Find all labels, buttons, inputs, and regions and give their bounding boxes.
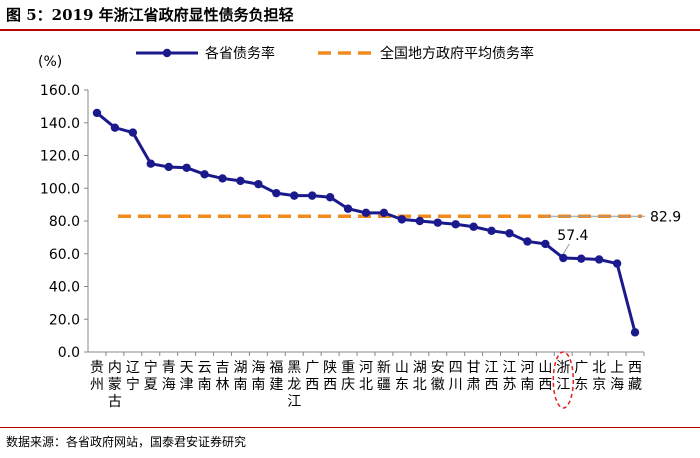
- x-category-label: 山西: [538, 360, 552, 393]
- x-category-label: 广西: [305, 360, 319, 393]
- x-category-label: 浙江: [556, 360, 570, 393]
- x-category-label: 江西: [485, 360, 499, 393]
- y-tick-label: 60.0: [49, 247, 80, 263]
- data-point-11: [290, 191, 299, 200]
- x-category-label: 云南: [198, 360, 212, 393]
- data-point-10: [272, 188, 281, 198]
- y-tick-label: 120.0: [40, 149, 80, 165]
- average-value-label: 82.9: [650, 209, 681, 225]
- data-point-25: [541, 239, 550, 249]
- data-point-2: [128, 128, 138, 137]
- x-category-label: 湖南: [233, 360, 247, 393]
- title-divider: [0, 29, 700, 31]
- legend-label-average: 全国地方政府平均债务率: [380, 45, 534, 62]
- data-point-26: [559, 253, 568, 263]
- x-category-label: 四川: [449, 360, 463, 393]
- x-category-label: 陕西: [323, 360, 337, 393]
- x-category-label: 海南: [251, 360, 265, 393]
- x-category-label: 吉林: [216, 360, 230, 393]
- data-point-3: [146, 159, 155, 168]
- data-point-24: [523, 237, 532, 246]
- y-tick-label: 40.0: [49, 280, 80, 296]
- data-point-30: [630, 328, 640, 337]
- data-point-18: [415, 216, 425, 226]
- data-point-15: [361, 208, 371, 218]
- data-point-14: [343, 204, 353, 213]
- x-category-label: 江苏: [502, 360, 516, 393]
- x-category-label: 安徽: [431, 360, 445, 393]
- zhejiang-value-label: 57.4: [557, 228, 588, 244]
- chart-legend: 各省债务率 全国地方政府平均债务率: [136, 45, 534, 62]
- source-divider: [0, 427, 700, 428]
- x-category-label: 山东: [395, 360, 409, 393]
- data-point-8: [236, 176, 245, 186]
- data-point-21: [469, 222, 478, 231]
- data-point-9: [254, 179, 263, 189]
- data-point-27: [577, 254, 586, 263]
- data-point-23: [505, 229, 514, 238]
- x-category-label: 河南: [520, 360, 534, 393]
- x-category-label: 新疆: [377, 360, 391, 393]
- x-category-label: 天津: [180, 360, 194, 393]
- legend-label-provincial: 各省债务率: [205, 45, 275, 62]
- data-point-4: [164, 162, 173, 172]
- x-category-label: 北京: [592, 360, 606, 393]
- x-category-label: 黑龙江: [287, 360, 301, 410]
- x-category-label: 宁夏: [144, 359, 158, 393]
- x-category-label: 福建: [269, 360, 283, 393]
- chart-axes: 0.0 20.0 40.0 60.0 80.0 100.0 120.0 140.0 160.0 (…: [38, 54, 645, 410]
- x-category-label: 甘肃: [467, 360, 481, 393]
- source-note: 数据来源：各省政府网站，国泰君安证券研究: [6, 435, 247, 449]
- x-category-label: 重庆: [341, 360, 355, 393]
- plot-area: [92, 108, 642, 337]
- figure-title: 图 5：2019 年浙江省政府显性债务负担轻: [6, 6, 294, 24]
- x-category-label: 西藏: [628, 360, 642, 393]
- x-category-label: 广东: [574, 360, 588, 393]
- legend-marker-provincial: [162, 48, 172, 58]
- x-category-label: 湖北: [413, 360, 427, 393]
- data-point-5: [182, 163, 191, 172]
- data-point-20: [451, 220, 460, 229]
- x-category-label: 内蒙古: [108, 360, 122, 410]
- y-tick-label: 140.0: [40, 116, 80, 132]
- data-point-12: [307, 191, 317, 200]
- x-category-label: 贵州: [90, 360, 104, 393]
- data-point-16: [379, 208, 389, 218]
- debt-ratio-chart: 0.0 20.0 40.0 60.0 80.0 100.0 120.0 140.0 160.0 (…: [38, 45, 681, 410]
- data-point-28: [594, 255, 604, 264]
- zhejiang-callout-leader: [562, 243, 570, 255]
- y-tick-label: 20.0: [49, 312, 80, 328]
- zhejiang-highlight-ellipse: [552, 351, 575, 409]
- y-tick-label: 100.0: [40, 181, 80, 197]
- y-tick-label: 160.0: [40, 83, 80, 99]
- data-point-29: [612, 259, 622, 268]
- chart-annotations: 82.9 57.4: [545, 209, 681, 409]
- data-point-1: [110, 123, 120, 132]
- x-category-label: 河北: [359, 360, 373, 393]
- data-point-22: [487, 226, 496, 236]
- y-axis-unit-label: (%): [38, 54, 62, 70]
- x-category-label: 青海: [162, 360, 176, 393]
- y-tick-label: 80.0: [49, 214, 80, 230]
- y-tick-label: 0.0: [58, 345, 80, 361]
- data-point-19: [433, 218, 442, 227]
- x-category-label: 辽宁: [126, 360, 140, 393]
- data-point-17: [397, 215, 407, 224]
- provincial-debt-ratio-line: [96, 111, 637, 333]
- x-category-label: 上海: [610, 360, 624, 393]
- data-point-13: [325, 193, 335, 202]
- data-point-7: [218, 174, 227, 183]
- data-point-6: [200, 170, 209, 179]
- data-point-0: [92, 108, 102, 118]
